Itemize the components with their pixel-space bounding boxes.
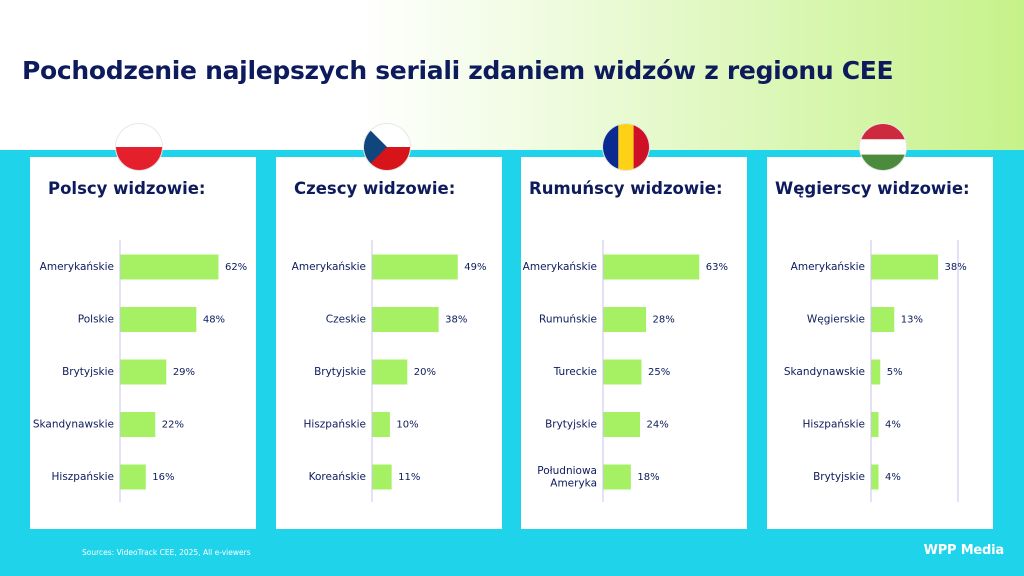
bar bbox=[372, 359, 408, 385]
value-label: 4% bbox=[885, 472, 901, 483]
poland-flag-icon bbox=[116, 124, 162, 170]
value-label: 38% bbox=[445, 315, 467, 326]
value-label: 63% bbox=[706, 262, 728, 273]
bar bbox=[603, 359, 642, 385]
panel-polscy: Polscy widzowie: Amerykańskie 62% Polskie 4… bbox=[30, 157, 256, 529]
value-label: 49% bbox=[464, 262, 486, 273]
bar bbox=[871, 254, 938, 280]
value-label: 22% bbox=[162, 420, 184, 431]
category-label: Polskie bbox=[78, 314, 114, 326]
value-label: 13% bbox=[901, 315, 923, 326]
wpp-media-logo: WPP Media bbox=[923, 543, 1005, 558]
category-label: Hiszpańskie bbox=[52, 471, 114, 483]
bar bbox=[120, 307, 197, 332]
romania-flag-icon bbox=[603, 124, 649, 170]
header-background bbox=[0, 0, 1024, 150]
value-label: 18% bbox=[637, 472, 659, 483]
category-label: Brytyjskie bbox=[813, 471, 865, 483]
category-label: Brytyjskie bbox=[62, 366, 114, 378]
bar bbox=[871, 412, 879, 437]
bar bbox=[603, 254, 700, 280]
category-label: Amerykańskie bbox=[40, 261, 114, 273]
bar bbox=[871, 359, 881, 385]
category-label: Czeskie bbox=[326, 314, 366, 326]
category-label: Amerykańskie bbox=[791, 261, 865, 273]
category-label: Węgierskie bbox=[807, 314, 865, 326]
bar bbox=[120, 412, 156, 437]
value-label: 5% bbox=[887, 367, 903, 378]
hungary-flag-icon bbox=[860, 124, 906, 170]
value-label: 10% bbox=[396, 420, 418, 431]
bar bbox=[372, 307, 439, 332]
category-label: Skandynawskie bbox=[784, 366, 865, 378]
bar bbox=[871, 307, 895, 332]
bar bbox=[372, 412, 390, 437]
panel-wegierscy: Węgierscy widzowie: Amerykańskie 38% Węgie… bbox=[767, 157, 993, 529]
bar bbox=[372, 254, 458, 280]
bar-chart-rumunscy: Amerykańskie 63% Rumuńskie 28% Tureckie 25% Br… bbox=[523, 240, 728, 502]
bar bbox=[120, 359, 167, 385]
panel-title: Polscy widzowie: bbox=[48, 179, 206, 198]
bar-chart-czescy: Amerykańskie 49% Czeskie 38% Brytyjskie 20% Hi… bbox=[292, 240, 486, 502]
bar bbox=[603, 464, 631, 490]
value-label: 29% bbox=[173, 367, 195, 378]
bar-chart-wegierscy: Amerykańskie 38% Węgierskie 13% Skandynawski… bbox=[784, 240, 967, 502]
category-label: Hiszpańskie bbox=[803, 419, 865, 431]
value-label: 28% bbox=[653, 315, 675, 326]
value-label: 24% bbox=[646, 420, 668, 431]
category-label: Brytyjskie bbox=[545, 419, 597, 431]
category-label: Tureckie bbox=[553, 366, 597, 378]
category-label: Amerykańskie bbox=[292, 261, 366, 273]
category-label: Skandynawskie bbox=[33, 419, 114, 431]
panel-title: Rumuńscy widzowie: bbox=[529, 179, 723, 198]
value-label: 48% bbox=[203, 315, 225, 326]
category-label: Koreańskie bbox=[309, 471, 366, 483]
source-note: Sources: VideoTrack CEE, 2025, All e-vie… bbox=[82, 548, 251, 557]
category-label: Amerykańskie bbox=[523, 261, 597, 273]
category-label: Hiszpańskie bbox=[304, 419, 366, 431]
bar bbox=[120, 464, 146, 490]
bar bbox=[871, 464, 879, 490]
value-label: 25% bbox=[648, 367, 670, 378]
panel-title: Węgierscy widzowie: bbox=[775, 179, 970, 198]
value-label: 38% bbox=[945, 262, 967, 273]
bar bbox=[120, 254, 219, 280]
value-label: 11% bbox=[398, 472, 420, 483]
panel-title: Czescy widzowie: bbox=[294, 179, 456, 198]
value-label: 4% bbox=[885, 420, 901, 431]
bar bbox=[603, 307, 647, 332]
bar bbox=[372, 464, 392, 490]
page-title: Pochodzenie najlepszych seriali zdaniem … bbox=[22, 56, 894, 85]
value-label: 62% bbox=[225, 262, 247, 273]
value-label: 16% bbox=[152, 472, 174, 483]
category-label: Brytyjskie bbox=[314, 366, 366, 378]
category-label: Południowa Ameryka bbox=[537, 465, 597, 489]
panel-rumunscy: Rumuńscy widzowie: Amerykańskie 63% Rumuńs… bbox=[521, 157, 747, 529]
value-label: 20% bbox=[414, 367, 436, 378]
panel-czescy: Czescy widzowie: Amerykańskie 49% Czeskie 3… bbox=[276, 157, 502, 529]
czech-flag-icon bbox=[364, 124, 410, 170]
bar-chart-polscy: Amerykańskie 62% Polskie 48% Brytyjskie 29% Sk… bbox=[33, 240, 247, 502]
category-label: Rumuńskie bbox=[539, 314, 597, 326]
bar bbox=[603, 412, 640, 437]
